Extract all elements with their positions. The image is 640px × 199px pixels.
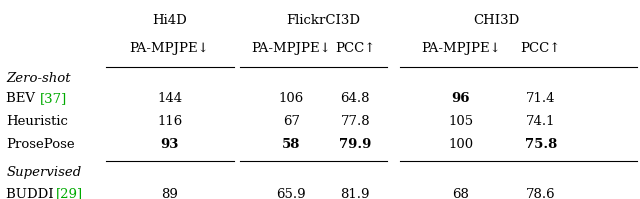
Text: 78.6: 78.6: [526, 187, 556, 199]
Text: CHI3D: CHI3D: [473, 14, 519, 27]
Text: BUDDI: BUDDI: [6, 187, 58, 199]
Text: 71.4: 71.4: [526, 92, 556, 105]
Text: Zero-shot: Zero-shot: [6, 72, 71, 85]
Text: 105: 105: [448, 115, 474, 128]
Text: [29]: [29]: [56, 187, 83, 199]
Text: BEV: BEV: [6, 92, 40, 105]
Text: 89: 89: [161, 187, 178, 199]
Text: 58: 58: [282, 138, 300, 151]
Text: 77.8: 77.8: [340, 115, 370, 128]
Text: 144: 144: [157, 92, 182, 105]
Text: PA-MPJPE↓: PA-MPJPE↓: [421, 42, 500, 55]
Text: PCC↑: PCC↑: [520, 42, 561, 55]
Text: 93: 93: [161, 138, 179, 151]
Text: 96: 96: [452, 92, 470, 105]
Text: PA-MPJPE↓: PA-MPJPE↓: [252, 42, 331, 55]
Text: 116: 116: [157, 115, 182, 128]
Text: FlickrCI3D: FlickrCI3D: [286, 14, 360, 27]
Text: 65.9: 65.9: [276, 187, 306, 199]
Text: ProsePose: ProsePose: [6, 138, 75, 151]
Text: Supervised: Supervised: [6, 166, 82, 179]
Text: 79.9: 79.9: [339, 138, 371, 151]
Text: [37]: [37]: [40, 92, 67, 105]
Text: Heuristic: Heuristic: [6, 115, 68, 128]
Text: 67: 67: [283, 115, 300, 128]
Text: 64.8: 64.8: [340, 92, 370, 105]
Text: 74.1: 74.1: [526, 115, 556, 128]
Text: 106: 106: [278, 92, 304, 105]
Text: 100: 100: [448, 138, 474, 151]
Text: 81.9: 81.9: [340, 187, 370, 199]
Text: 68: 68: [452, 187, 469, 199]
Text: PCC↑: PCC↑: [335, 42, 376, 55]
Text: PA-MPJPE↓: PA-MPJPE↓: [130, 42, 209, 55]
Text: Hi4D: Hi4D: [152, 14, 187, 27]
Text: 75.8: 75.8: [525, 138, 557, 151]
